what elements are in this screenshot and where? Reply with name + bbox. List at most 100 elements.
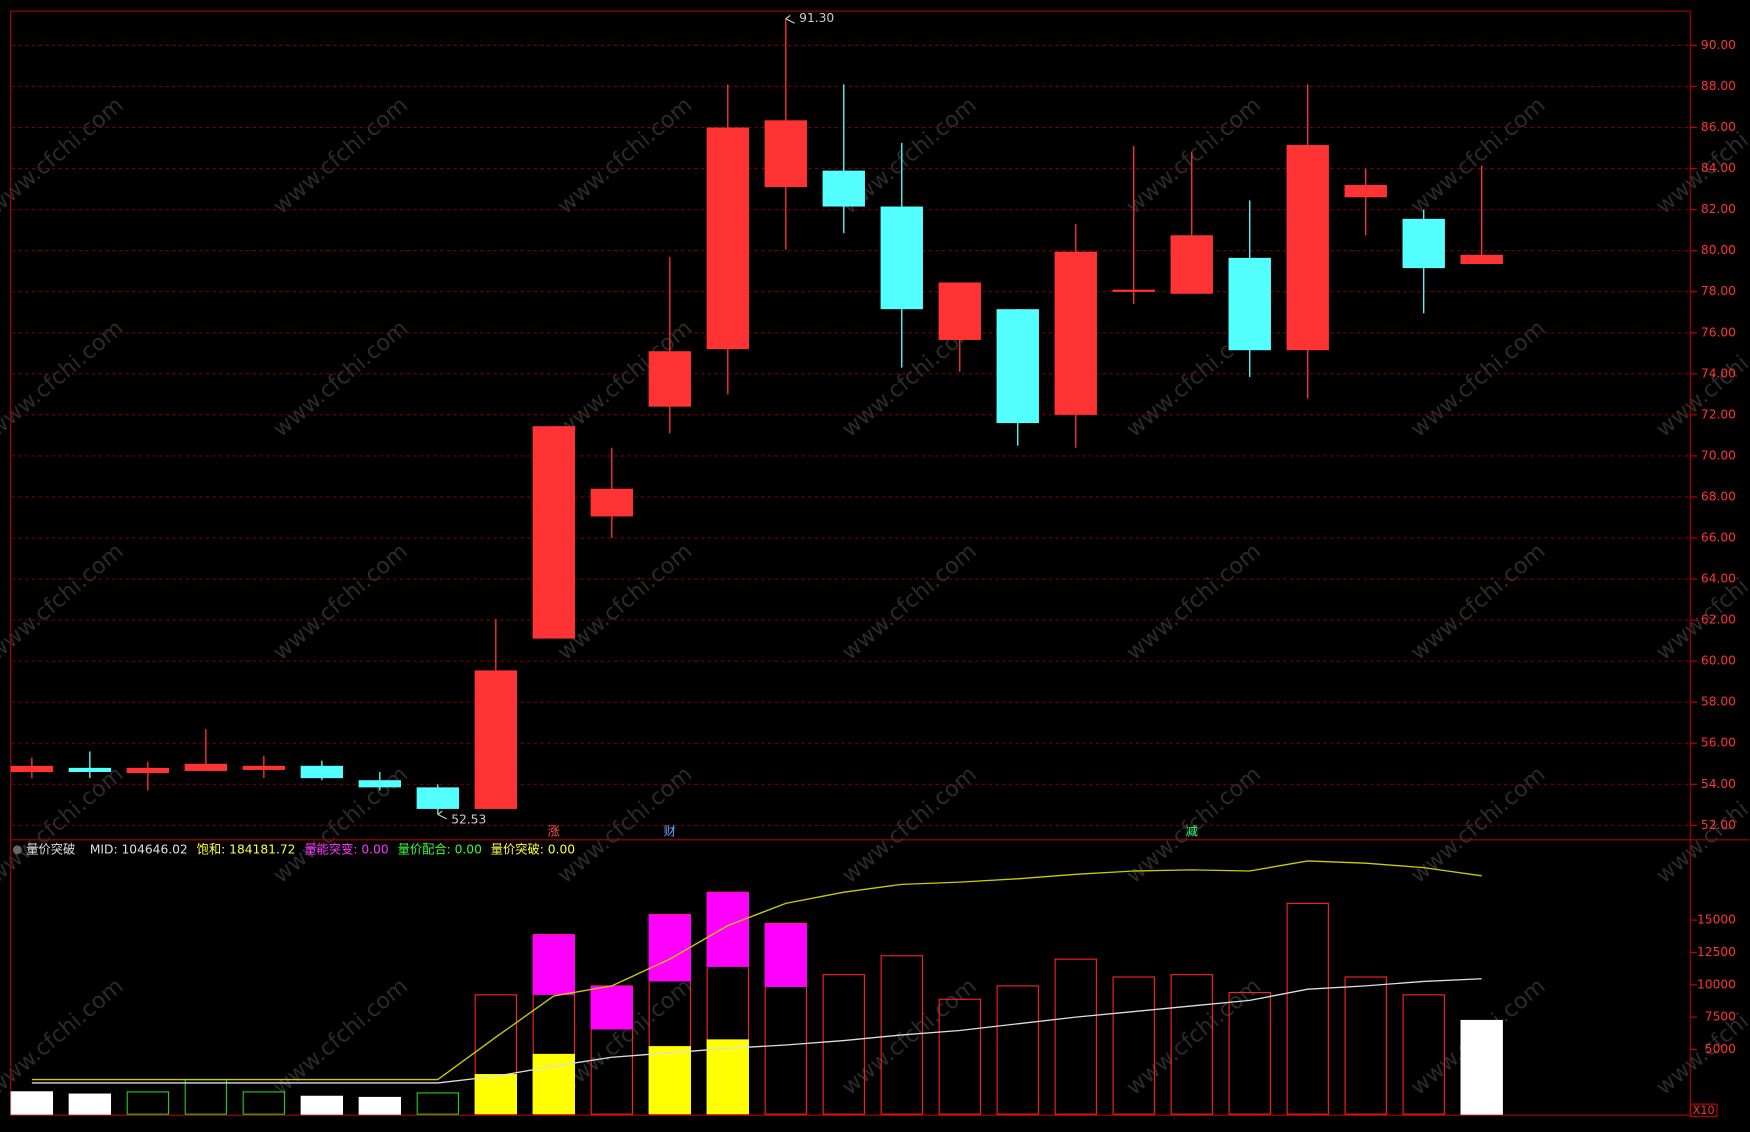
- candle-body: [1228, 257, 1271, 351]
- y-tick-label: 56.00: [1701, 736, 1736, 750]
- indicator-icon: [12, 845, 22, 855]
- y-tick-label: 15000: [1697, 913, 1736, 927]
- volume-bar: [1344, 976, 1387, 1115]
- volume-highlight: [706, 1039, 749, 1115]
- candle-body: [1402, 218, 1445, 269]
- candle-body: [1286, 144, 1329, 351]
- indicator-line: [31, 860, 1482, 1081]
- y-tick-label: 86.00: [1701, 120, 1736, 134]
- volume-bar: [126, 1091, 170, 1115]
- y-tick-label: 58.00: [1701, 695, 1736, 709]
- candle-body: [242, 765, 286, 770]
- volume-bar: [1286, 902, 1329, 1115]
- candle-body: [68, 767, 112, 772]
- legend-item: 量价配合: 0.00: [398, 841, 482, 856]
- volume-band: [590, 985, 633, 1030]
- candle-body: [996, 309, 1039, 424]
- candle-body: [358, 780, 402, 788]
- volume-bar: [242, 1091, 286, 1115]
- y-tick-label: 10000: [1697, 977, 1736, 991]
- volume-bar: [880, 955, 923, 1115]
- y-tick-label: 70.00: [1701, 448, 1736, 462]
- y-tick-label: 7500: [1705, 1010, 1736, 1024]
- y-tick-label: 62.00: [1701, 613, 1736, 627]
- candle-body: [590, 488, 633, 517]
- candle-body: [1054, 251, 1097, 415]
- annotation-arrow: [437, 810, 447, 820]
- candle-body: [474, 670, 517, 809]
- candle-body: [416, 787, 460, 809]
- volume-bar: [68, 1093, 112, 1115]
- y-tick-label: 60.00: [1701, 654, 1736, 668]
- volume-bar: [1402, 994, 1445, 1115]
- volume-band: [648, 914, 691, 982]
- volume-bar: [996, 985, 1039, 1115]
- candle-body: [880, 206, 923, 310]
- volume-bar: [1170, 974, 1213, 1115]
- volume-bar: [358, 1096, 402, 1115]
- candle-body: [1344, 184, 1387, 198]
- candle-body: [938, 282, 981, 340]
- annotation: 52.53: [451, 813, 486, 827]
- y-tick-label: 64.00: [1701, 572, 1736, 586]
- y-tick-label: 74.00: [1701, 366, 1736, 380]
- candle-body: [10, 765, 54, 772]
- y-tick-label: 80.00: [1701, 243, 1736, 257]
- event-marker: 减: [1186, 824, 1198, 838]
- candle-body: [184, 763, 228, 771]
- volume-band: [764, 923, 807, 987]
- event-marker: 涨: [548, 823, 560, 838]
- legend-item: 量能突变: 0.00: [304, 841, 388, 856]
- legend-item: 量价突破: 0.00: [491, 841, 575, 856]
- candle-body: [1170, 235, 1213, 294]
- y-tick-label: 76.00: [1701, 325, 1736, 339]
- candle-body: [1460, 254, 1503, 265]
- y-tick-label: 84.00: [1701, 161, 1736, 175]
- candle-body: [822, 170, 865, 207]
- volume-bar: [1460, 1019, 1503, 1115]
- volume-bar: [1228, 991, 1271, 1115]
- y-tick-label: 72.00: [1701, 407, 1736, 421]
- volume-band: [706, 892, 749, 967]
- y-tick-label: 52.00: [1701, 818, 1736, 832]
- candle-body: [1112, 289, 1155, 292]
- volume-band: [532, 934, 575, 995]
- candle-body: [706, 127, 749, 350]
- y-tick-label: 66.00: [1701, 531, 1736, 545]
- annotation-arrow: [785, 14, 795, 24]
- axis-note: X10: [1693, 1104, 1715, 1117]
- volume-bar: [10, 1091, 54, 1115]
- candle-body: [648, 351, 691, 407]
- candle-body: [764, 120, 807, 188]
- candle-body: [532, 426, 575, 639]
- volume-bar: [1112, 976, 1155, 1115]
- annotation: 91.30: [799, 11, 834, 25]
- volume-highlight: [532, 1053, 575, 1115]
- volume-highlight: [648, 1046, 691, 1115]
- candle-body: [300, 765, 344, 779]
- volume-bar: [300, 1095, 344, 1115]
- legend-item: MID: 104646.02: [90, 842, 188, 856]
- y-tick-label: 12500: [1697, 945, 1736, 959]
- y-tick-label: 54.00: [1701, 777, 1736, 791]
- legend-item: 饱和: 184181.72: [197, 841, 296, 856]
- y-tick-label: 88.00: [1701, 79, 1736, 93]
- indicator-line: [31, 978, 1482, 1084]
- event-marker: 财: [664, 824, 676, 838]
- frame: [10, 10, 1691, 1116]
- y-tick-label: 78.00: [1701, 284, 1736, 298]
- volume-bar: [1054, 958, 1097, 1115]
- y-tick-label: 5000: [1705, 1042, 1736, 1056]
- indicator-title: 量价突破: [26, 841, 75, 856]
- volume-highlight: [474, 1074, 517, 1115]
- volume-bar: [938, 998, 981, 1115]
- axis-note-box: [1689, 1103, 1718, 1117]
- candle-body: [126, 767, 170, 774]
- volume-bar: [822, 974, 865, 1115]
- y-tick-label: 82.00: [1701, 202, 1736, 216]
- volume-bar: [416, 1092, 460, 1115]
- y-tick-label: 90.00: [1701, 38, 1736, 52]
